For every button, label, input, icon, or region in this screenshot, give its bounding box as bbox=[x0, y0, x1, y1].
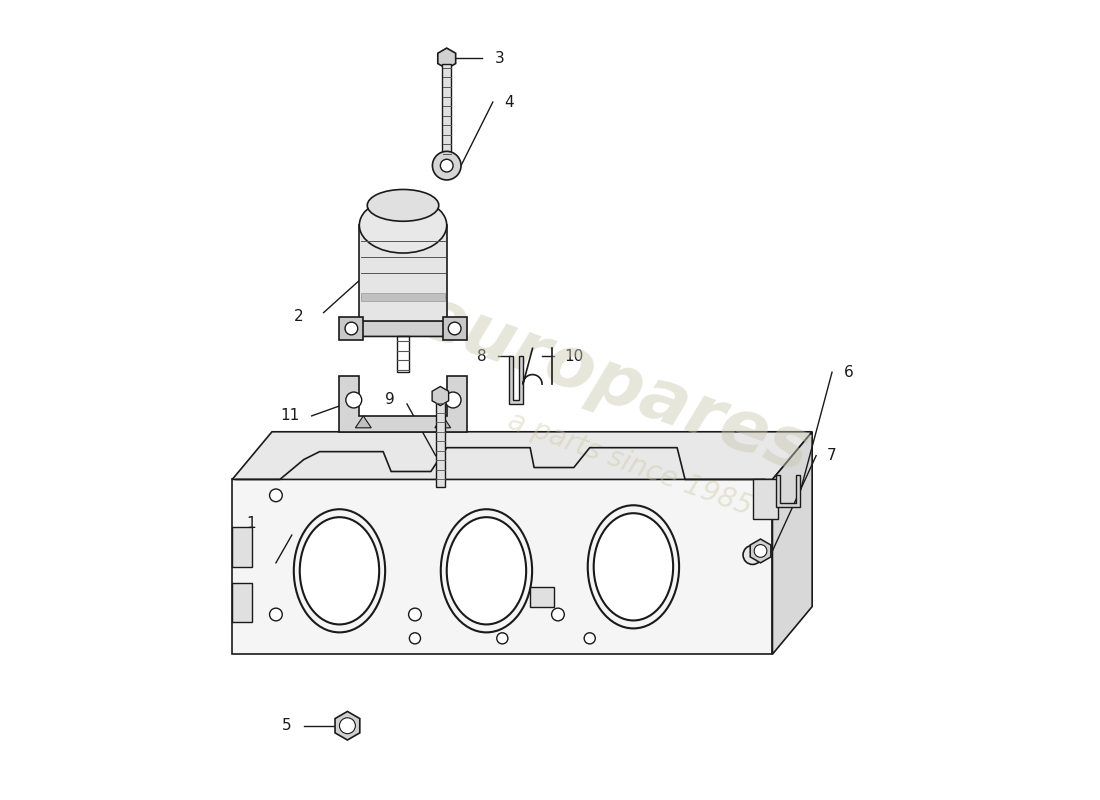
Polygon shape bbox=[438, 48, 455, 69]
Circle shape bbox=[432, 151, 461, 180]
Bar bbox=[232, 582, 252, 622]
Circle shape bbox=[270, 489, 283, 502]
Bar bbox=[436, 396, 446, 487]
Text: a parts since 1985: a parts since 1985 bbox=[504, 406, 756, 521]
Text: 7: 7 bbox=[826, 448, 836, 463]
Bar bbox=[530, 586, 554, 606]
Text: europares: europares bbox=[407, 281, 820, 487]
Text: 9: 9 bbox=[385, 393, 395, 407]
Circle shape bbox=[446, 392, 461, 408]
Ellipse shape bbox=[360, 198, 447, 253]
Circle shape bbox=[345, 392, 362, 408]
Polygon shape bbox=[772, 432, 812, 654]
Text: 11: 11 bbox=[280, 408, 300, 423]
Ellipse shape bbox=[587, 506, 679, 629]
Ellipse shape bbox=[441, 510, 532, 632]
Polygon shape bbox=[434, 416, 451, 428]
Ellipse shape bbox=[447, 517, 526, 625]
Polygon shape bbox=[340, 317, 363, 341]
Circle shape bbox=[440, 159, 453, 172]
Circle shape bbox=[345, 322, 358, 335]
Polygon shape bbox=[355, 416, 372, 428]
Bar bbox=[442, 64, 451, 158]
Bar bbox=[232, 527, 252, 567]
Polygon shape bbox=[432, 386, 449, 406]
Bar bbox=[361, 293, 446, 301]
Text: 3: 3 bbox=[494, 51, 504, 66]
Text: 1: 1 bbox=[246, 516, 256, 530]
Circle shape bbox=[270, 608, 283, 621]
Polygon shape bbox=[360, 226, 447, 321]
Circle shape bbox=[584, 633, 595, 644]
Ellipse shape bbox=[594, 514, 673, 621]
Circle shape bbox=[340, 718, 355, 734]
Text: 4: 4 bbox=[504, 94, 514, 110]
Polygon shape bbox=[340, 376, 466, 432]
Polygon shape bbox=[232, 432, 812, 479]
Text: 10: 10 bbox=[564, 349, 584, 364]
Polygon shape bbox=[442, 317, 466, 341]
Circle shape bbox=[755, 545, 767, 558]
Circle shape bbox=[409, 633, 420, 644]
Polygon shape bbox=[340, 321, 466, 337]
Polygon shape bbox=[508, 356, 522, 404]
Ellipse shape bbox=[367, 190, 439, 222]
Ellipse shape bbox=[300, 517, 379, 625]
Circle shape bbox=[449, 322, 461, 335]
Text: 2: 2 bbox=[294, 309, 304, 324]
Bar bbox=[397, 337, 408, 372]
Text: 8: 8 bbox=[476, 349, 486, 364]
Circle shape bbox=[551, 608, 564, 621]
Ellipse shape bbox=[294, 510, 385, 632]
Polygon shape bbox=[336, 711, 360, 740]
Circle shape bbox=[497, 633, 508, 644]
Polygon shape bbox=[750, 539, 771, 563]
Text: 6: 6 bbox=[844, 365, 854, 380]
Circle shape bbox=[408, 608, 421, 621]
Text: 5: 5 bbox=[283, 718, 292, 734]
Polygon shape bbox=[232, 479, 772, 654]
Polygon shape bbox=[777, 475, 801, 507]
Bar bbox=[752, 479, 778, 519]
Circle shape bbox=[744, 546, 762, 565]
